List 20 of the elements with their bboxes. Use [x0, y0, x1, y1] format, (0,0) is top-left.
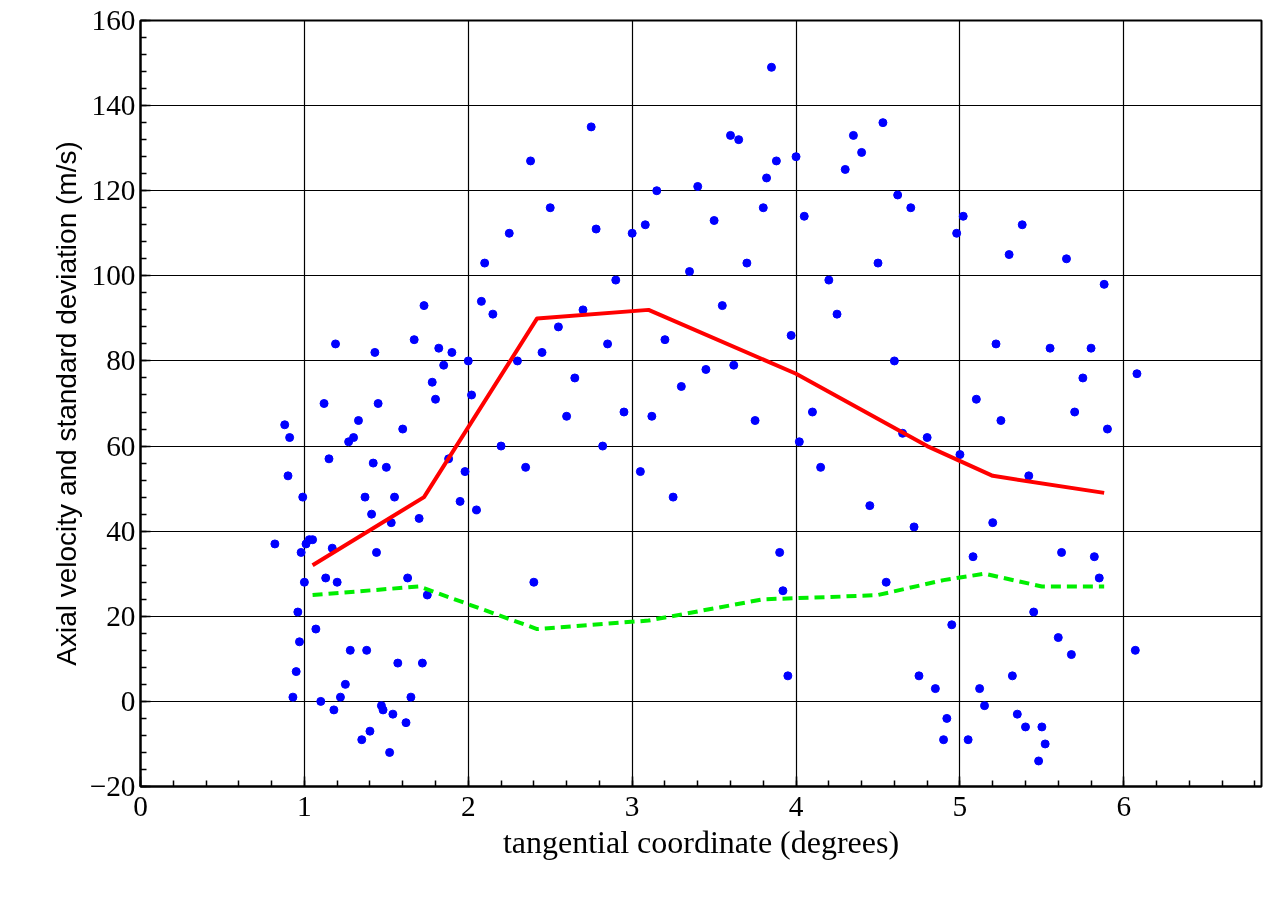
x-tick-label: 3: [624, 789, 640, 822]
x-tick-label: 5: [952, 789, 968, 822]
x-tick-label: 4: [788, 789, 804, 822]
x-axis-title: tangential coordinate (degrees): [502, 823, 900, 860]
line-series: [310, 307, 1107, 568]
y-tick-label: 80: [106, 344, 136, 377]
y-tick-label: −20: [89, 770, 136, 802]
y-tick-label: 40: [106, 514, 136, 547]
y-tick-label: 20: [106, 599, 136, 632]
x-tick-label: 6: [1116, 789, 1132, 822]
x-tick-label: 1: [297, 789, 312, 822]
x-tick-label: 2: [460, 789, 476, 822]
y-tick-label: 140: [91, 89, 136, 122]
y-tick-label: 60: [106, 429, 136, 462]
y-tick-label: 0: [120, 684, 136, 717]
line-series: [310, 571, 1107, 632]
y-axis-title: Axial velocity and standard deviation (m/s): [50, 141, 82, 666]
y-tick-label: 100: [91, 259, 136, 292]
y-tick-label: 160: [91, 4, 136, 36]
y-tick-label: 120: [91, 174, 136, 207]
